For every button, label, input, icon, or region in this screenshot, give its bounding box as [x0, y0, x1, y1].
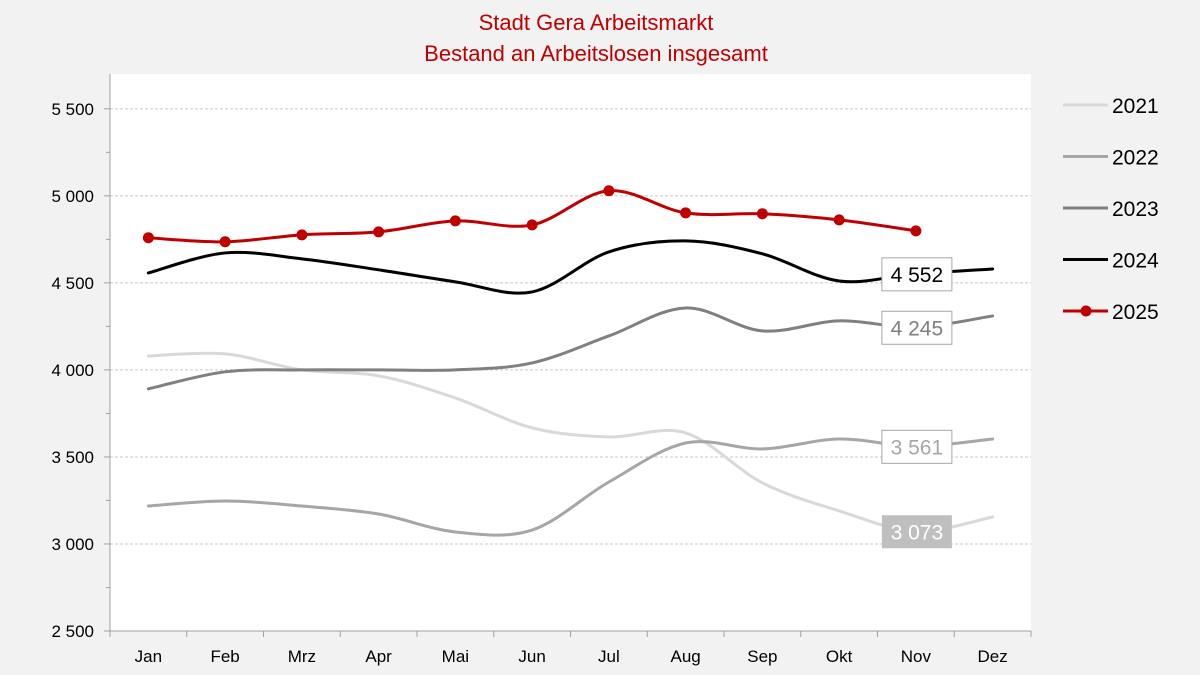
data-label-box — [881, 257, 953, 292]
legend-label: 2025 — [1112, 301, 1159, 324]
data-label: 4 552 — [891, 264, 944, 287]
data-point-2025 — [449, 215, 461, 227]
x-tick-label: Okt — [826, 647, 853, 666]
data-point-2025 — [680, 207, 692, 219]
data-label: 3 073 — [891, 521, 944, 544]
series-line-2024 — [146, 239, 995, 295]
data-point-2025 — [219, 236, 231, 248]
data-label-box — [881, 515, 952, 549]
y-tick-label: 5 000 — [51, 187, 94, 206]
legend-label: 2024 — [1112, 250, 1159, 273]
data-point-2025 — [756, 208, 768, 220]
y-tick-label: 4 000 — [51, 361, 94, 380]
y-tick-label: 4 500 — [51, 274, 94, 293]
data-label-box — [881, 310, 953, 345]
data-point-2025 — [833, 214, 845, 226]
legend-label: 2022 — [1112, 147, 1159, 170]
series-line-2023 — [146, 306, 995, 391]
y-tick-label: 3 500 — [51, 448, 94, 467]
x-tick-label: Jun — [518, 647, 545, 666]
x-tick-label: Dez — [978, 647, 1008, 666]
x-tick-label: Mrz — [288, 647, 316, 666]
x-tick-label: Apr — [365, 647, 392, 666]
y-tick-label: 2 500 — [51, 622, 94, 641]
x-tick-label: Jan — [135, 647, 162, 666]
data-point-2025 — [603, 185, 615, 197]
y-tick-label: 5 500 — [51, 100, 94, 119]
data-label: 3 561 — [891, 436, 944, 459]
data-label: 4 245 — [891, 317, 944, 340]
data-label-box — [881, 429, 953, 464]
data-point-2025 — [910, 225, 922, 237]
chart-title: Stadt Gera Arbeitsmarkt — [479, 10, 714, 35]
legend-label: 2023 — [1112, 198, 1159, 221]
x-tick-label: Aug — [671, 647, 701, 666]
data-point-2025 — [142, 232, 154, 244]
data-point-2025 — [526, 219, 538, 231]
series-line-2022 — [146, 437, 995, 537]
data-point-2025 — [296, 229, 308, 241]
legend-marker — [1080, 305, 1092, 317]
x-tick-label: Feb — [210, 647, 239, 666]
y-tick-label: 3 000 — [51, 535, 94, 554]
x-tick-label: Nov — [901, 647, 932, 666]
data-point-2025 — [373, 226, 385, 238]
chart-subtitle: Bestand an Arbeitslosen insgesamt — [424, 41, 768, 66]
x-tick-label: Mai — [442, 647, 469, 666]
x-tick-label: Jul — [598, 647, 620, 666]
x-tick-label: Sep — [747, 647, 777, 666]
plot-area — [110, 74, 1031, 631]
legend-label: 2021 — [1112, 95, 1159, 118]
